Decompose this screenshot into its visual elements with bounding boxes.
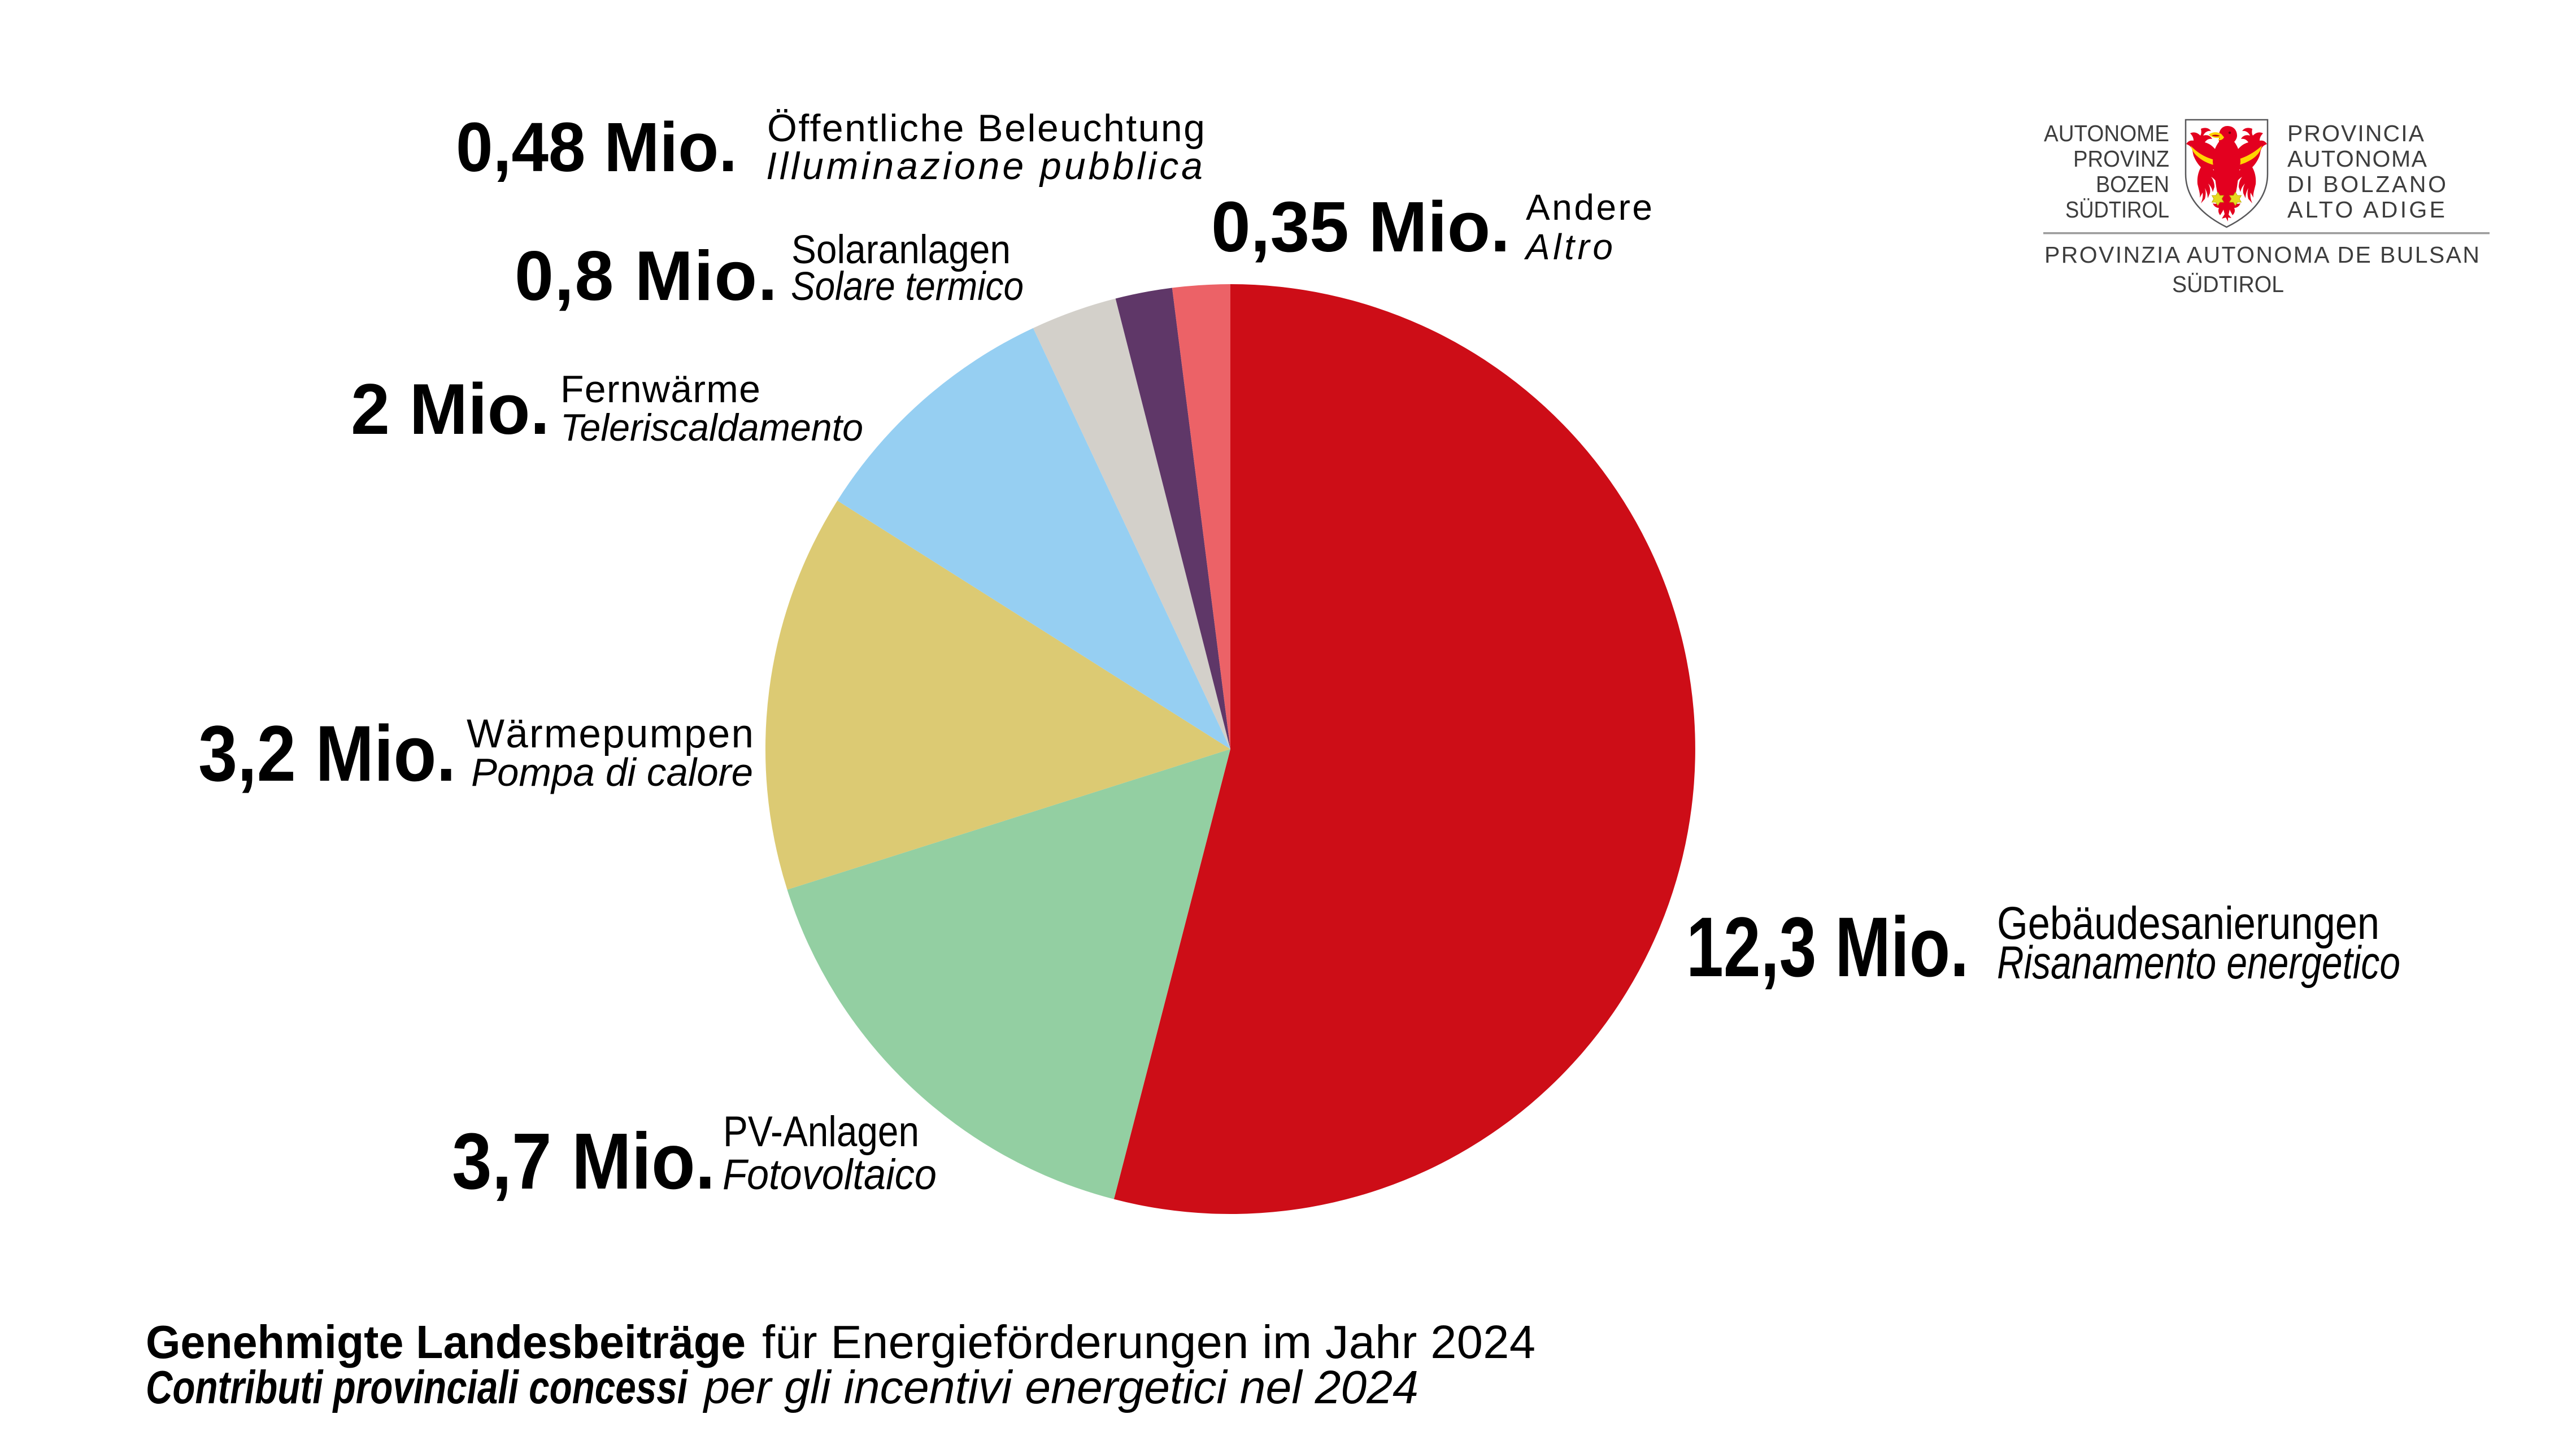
svg-text:AUTONOME: AUTONOME <box>2044 120 2169 146</box>
svg-text:BOZEN: BOZEN <box>2096 171 2169 197</box>
svg-text:Öffentliche Beleuchtung: Öffentliche Beleuchtung <box>767 107 1205 150</box>
svg-text:0,35 Mio.: 0,35 Mio. <box>1211 187 1510 267</box>
svg-text:PROVINZIA AUTONOMA DE BULSAN: PROVINZIA AUTONOMA DE BULSAN <box>2044 242 2479 268</box>
svg-text:Illuminazione pubblica: Illuminazione pubblica <box>766 145 1203 188</box>
svg-text:0,48 Mio.: 0,48 Mio. <box>456 109 737 186</box>
svg-text:Fotovoltaico: Fotovoltaico <box>723 1151 937 1199</box>
svg-text:PV-Anlagen: PV-Anlagen <box>723 1108 919 1156</box>
svg-text:ALTO ADIGE: ALTO ADIGE <box>2287 197 2445 223</box>
svg-text:Solare termico: Solare termico <box>791 264 1024 309</box>
svg-text:Solaranlagen: Solaranlagen <box>791 228 1011 272</box>
svg-text:2 Mio.: 2 Mio. <box>351 369 550 449</box>
svg-text:3,2 Mio.: 3,2 Mio. <box>198 709 456 798</box>
svg-text:Wärmepumpen: Wärmepumpen <box>467 712 754 756</box>
svg-text:Fernwärme: Fernwärme <box>560 368 760 411</box>
svg-text:PROVINZ: PROVINZ <box>2073 146 2169 172</box>
svg-text:SÜDTIROL: SÜDTIROL <box>2065 197 2169 223</box>
svg-text:Gebäudesanierungen: Gebäudesanierungen <box>1997 898 2379 949</box>
svg-text:für Energieförderungen im Jahr: für Energieförderungen im Jahr 2024 <box>762 1316 1535 1368</box>
svg-text:12,3 Mio.: 12,3 Mio. <box>1686 899 1969 994</box>
svg-text:Pompa di calore: Pompa di calore <box>471 750 753 794</box>
svg-text:DI BOLZANO: DI BOLZANO <box>2287 171 2446 197</box>
svg-text:Andere: Andere <box>1526 187 1652 228</box>
svg-text:Risanamento energetico: Risanamento energetico <box>1997 937 2400 989</box>
svg-text:0,8 Mio.: 0,8 Mio. <box>515 237 777 315</box>
svg-text:per gli incentivi energetici n: per gli incentivi energetici nel 2024 <box>702 1361 1418 1413</box>
svg-text:Contributi provinciali concess: Contributi provinciali concessi <box>146 1361 689 1413</box>
svg-text:3,7 Mio.: 3,7 Mio. <box>452 1116 715 1206</box>
svg-text:Altro: Altro <box>1524 227 1613 267</box>
svg-text:SÜDTIROL: SÜDTIROL <box>2172 271 2284 297</box>
svg-text:AUTONOMA: AUTONOMA <box>2287 146 2427 172</box>
svg-text:PROVINCIA: PROVINCIA <box>2287 120 2425 146</box>
svg-text:Genehmigte Landesbeiträge: Genehmigte Landesbeiträge <box>146 1316 746 1368</box>
svg-text:Teleriscaldamento: Teleriscaldamento <box>560 406 863 449</box>
